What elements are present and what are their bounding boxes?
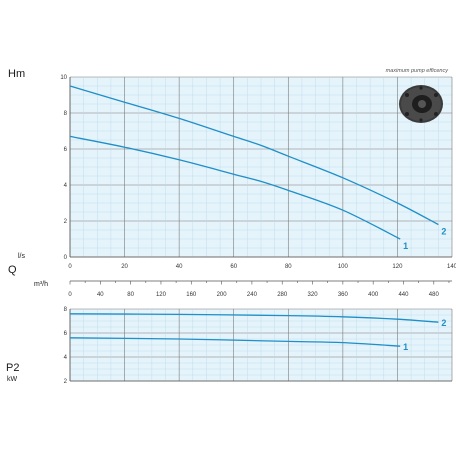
m3h-x-tick-label: 360 (338, 292, 349, 298)
m3h-x-tick-label: 200 (217, 292, 228, 298)
m3h-x-ticks: 0 40 80 120 160 200 240 280 320 360 400 440 480 (68, 281, 450, 298)
power-y-tick-label: 2 (64, 379, 68, 385)
power-y-tick-label: 8 (64, 307, 68, 313)
ls-x-tick-label: 80 (285, 264, 292, 270)
head-y-tick-label: 4 (64, 183, 68, 189)
power-curve-label-1: 1 (403, 342, 408, 352)
ls-x-ticks: 0 20 40 60 80 100 120 140 (68, 264, 456, 270)
m3h-x-tick-label: 0 (68, 292, 72, 298)
power-curve-label-2: 2 (441, 318, 446, 328)
power-curves: 21 (69, 313, 446, 352)
head-curve-2 (69, 85, 439, 226)
ls-x-tick-label: 20 (121, 264, 128, 270)
power-y-tick-label: 6 (64, 331, 68, 337)
m3h-x-tick-label: 320 (308, 292, 319, 298)
ls-unit-label: l/s (18, 253, 26, 260)
m3h-x-tick-label: 240 (247, 292, 258, 298)
ls-x-tick-label: 100 (338, 264, 349, 270)
q-symbol-label: Q (8, 264, 17, 276)
m3h-x-tick-label: 160 (186, 292, 197, 298)
efficiency-note: maximum pump efficency (386, 68, 450, 74)
m3h-unit-label: m³/h (34, 281, 48, 288)
power-curve-1 (69, 337, 401, 347)
power-y-tick-label: 4 (64, 355, 68, 361)
power-curve-2 (69, 313, 439, 323)
head-curves: 12 (69, 85, 446, 251)
m3h-x-tick-label: 480 (429, 292, 440, 298)
m3h-x-tick-label: 40 (97, 292, 104, 298)
head-y-ticks: 0 2 4 6 8 10 (60, 75, 67, 261)
head-curve-label-2: 2 (441, 227, 446, 237)
head-y-label: Hm (8, 68, 25, 80)
power-y-label: P2 (6, 362, 19, 374)
m3h-x-tick-label: 80 (127, 292, 134, 298)
head-curve-1 (69, 135, 401, 240)
head-y-tick-label: 8 (64, 111, 68, 117)
head-y-tick-label: 2 (64, 219, 68, 225)
head-grid (69, 76, 453, 258)
m3h-x-tick-label: 400 (368, 292, 379, 298)
m3h-x-tick-label: 280 (277, 292, 288, 298)
ls-x-tick-label: 120 (392, 264, 403, 270)
ls-x-tick-label: 60 (230, 264, 237, 270)
power-y-ticks: 2 4 6 8 (64, 307, 68, 385)
head-y-tick-label: 0 (64, 255, 68, 261)
ls-x-tick-label: 40 (176, 264, 183, 270)
power-y-unit: kW (7, 376, 18, 383)
head-y-tick-label: 6 (64, 147, 68, 153)
head-curve-label-1: 1 (403, 241, 408, 251)
m3h-x-tick-label: 120 (156, 292, 167, 298)
m3h-x-tick-label: 440 (398, 292, 409, 298)
pump-impeller-icon (399, 85, 443, 123)
ls-x-tick-label: 140 (447, 264, 456, 270)
ls-x-tick-label: 0 (68, 264, 72, 270)
head-y-tick-label: 10 (60, 75, 67, 81)
